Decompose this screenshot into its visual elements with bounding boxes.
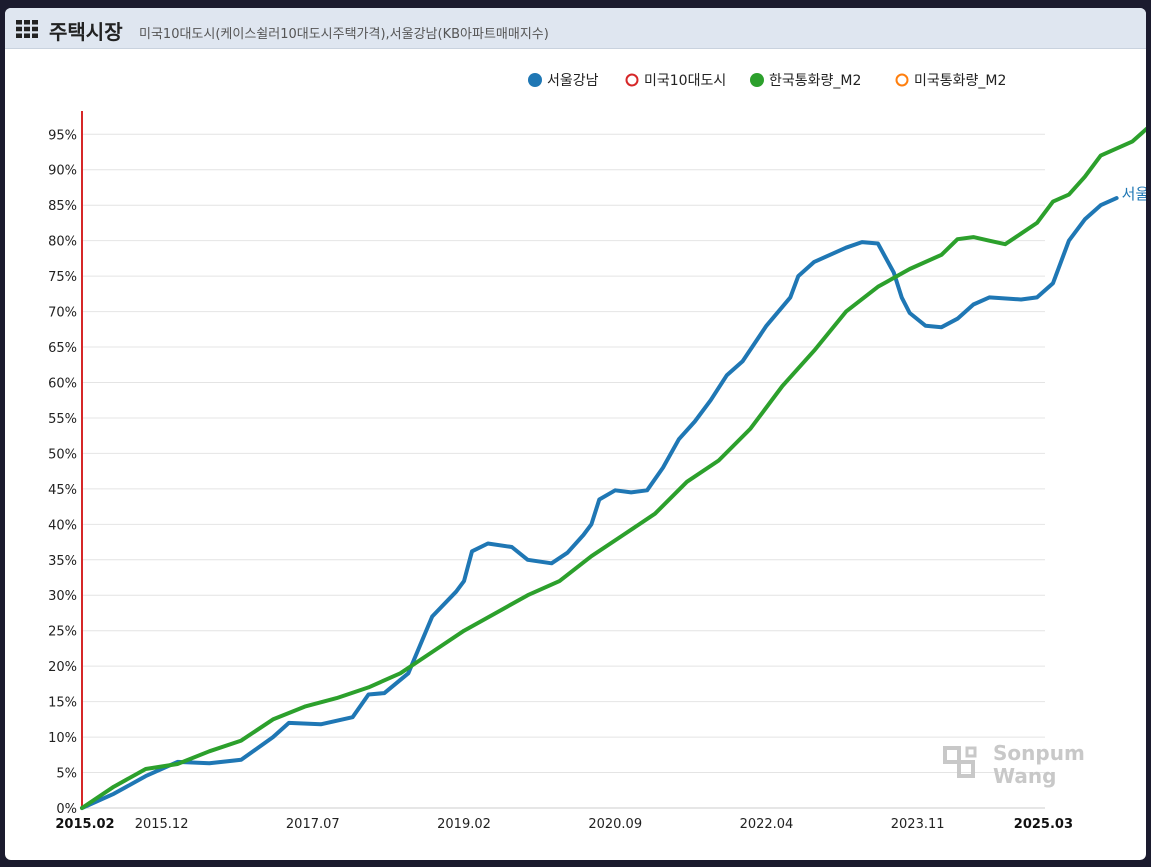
watermark-text: Wang bbox=[993, 764, 1056, 788]
x-tick-label: 2022.04 bbox=[740, 817, 794, 832]
y-tick-label: 40% bbox=[48, 518, 77, 533]
page-subtitle: 미국10대도시(케이스쉴러10대도시주택가격),서울강남(KB아파트매매지수) bbox=[139, 27, 549, 42]
series-end-label: 서울강남 bbox=[1122, 185, 1146, 203]
legend-entry: 미국통화량_M2 bbox=[914, 73, 1006, 89]
legend-marker bbox=[528, 73, 542, 87]
y-tick-label: 45% bbox=[48, 483, 77, 498]
x-tick-label: 2015.12 bbox=[135, 817, 189, 832]
y-tick-label: 60% bbox=[48, 376, 77, 391]
y-tick-label: 65% bbox=[48, 341, 77, 356]
x-tick-label: 2015.02 bbox=[55, 817, 114, 832]
y-tick-label: 5% bbox=[56, 767, 77, 782]
card-header: 주택시장 미국10대도시(케이스쉴러10대도시주택가격),서울강남(KB아파트매… bbox=[5, 8, 1146, 49]
y-tick-label: 85% bbox=[48, 199, 77, 214]
y-tick-label: 95% bbox=[48, 128, 77, 143]
watermark-text: Sonpum bbox=[993, 741, 1085, 765]
y-tick-label: 55% bbox=[48, 412, 77, 427]
y-tick-label: 80% bbox=[48, 235, 77, 250]
y-tick-label: 50% bbox=[48, 447, 77, 462]
x-tick-label: 2020.09 bbox=[588, 817, 642, 832]
legend-entry: 한국통화량_M2 bbox=[769, 73, 861, 89]
watermark-logo-icon bbox=[943, 746, 977, 778]
y-tick-label: 30% bbox=[48, 589, 77, 604]
grid-icon[interactable] bbox=[16, 20, 38, 38]
y-tick-label: 70% bbox=[48, 306, 77, 321]
x-tick-label: 2023.11 bbox=[891, 817, 945, 832]
page-title: 주택시장 bbox=[49, 20, 123, 44]
y-tick-label: 75% bbox=[48, 270, 77, 285]
y-tick-label: 20% bbox=[48, 660, 77, 675]
series-line bbox=[80, 196, 1119, 810]
y-tick-label: 10% bbox=[48, 731, 77, 746]
y-tick-label: 90% bbox=[48, 164, 77, 179]
y-tick-label: 35% bbox=[48, 554, 77, 569]
x-tick-label: 2025.03 bbox=[1014, 817, 1073, 832]
legend-entry: 미국10대도시 bbox=[644, 73, 726, 89]
x-tick-label: 2019.02 bbox=[437, 817, 491, 832]
x-tick-label: 2017.07 bbox=[286, 817, 340, 832]
legend-marker bbox=[750, 73, 764, 87]
y-tick-label: 0% bbox=[56, 802, 77, 817]
y-tick-label: 15% bbox=[48, 696, 77, 711]
legend-marker bbox=[895, 73, 909, 87]
legend-entry: 서울강남 bbox=[547, 73, 599, 89]
line-chart: 0% 5% 10% 15% 20% 25% 30% 35% 40% 45% 50% 55% 60% 65%… bbox=[48, 73, 1146, 832]
y-tick-label: 25% bbox=[48, 625, 77, 640]
chart-card: 주택시장 미국10대도시(케이스쉴러10대도시주택가격),서울강남(KB아파트매… bbox=[5, 8, 1146, 860]
series-line bbox=[80, 126, 1146, 810]
legend-marker bbox=[625, 73, 639, 87]
